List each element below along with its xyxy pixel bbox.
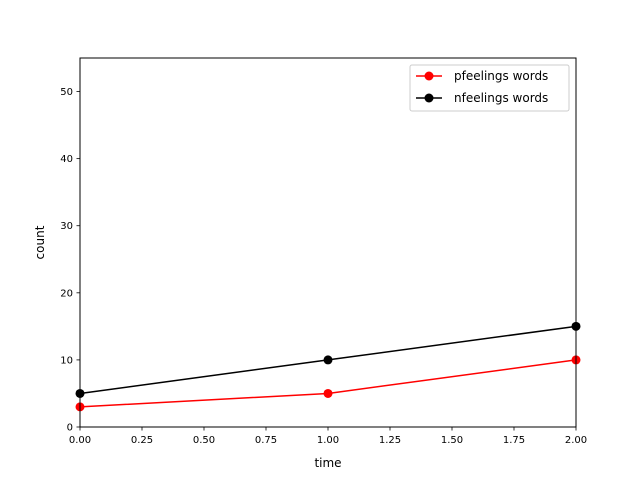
- legend-label-nfeelings: nfeelings words: [454, 91, 548, 105]
- x-tick-label: 1.50: [441, 435, 463, 446]
- x-tick-label: 1.00: [317, 435, 339, 446]
- x-tick-label: 0.75: [255, 435, 277, 446]
- legend-label-pfeelings: pfeelings words: [454, 69, 548, 83]
- y-tick-label: 40: [60, 154, 73, 165]
- x-tick-label: 0.25: [131, 435, 153, 446]
- data-point: [323, 355, 333, 365]
- legend-box: [409, 64, 570, 112]
- x-axis: 0.00 0.25 0.50 0.75 1.00 1.25 1.50 1.75 2.00: [69, 427, 587, 446]
- y-tick-label: 10: [60, 355, 73, 366]
- legend: pfeelings words nfeelings words: [409, 64, 570, 112]
- data-point: [323, 388, 333, 398]
- x-tick-label: 0.50: [193, 435, 215, 446]
- y-axis: 0 10 20 30 40 50: [60, 87, 80, 434]
- x-tick-label: 1.75: [503, 435, 525, 446]
- plot-area: [80, 58, 576, 427]
- x-tick-label: 1.25: [379, 435, 401, 446]
- x-tick-label: 2.00: [565, 435, 587, 446]
- x-tick-label: 0.00: [69, 435, 91, 446]
- y-tick-label: 50: [60, 87, 73, 98]
- y-tick-label: 30: [60, 221, 73, 232]
- legend-marker-pfeelings: [424, 71, 434, 81]
- legend-marker-nfeelings: [424, 93, 434, 103]
- x-axis-label: time: [314, 456, 341, 470]
- y-tick-label: 20: [60, 288, 73, 299]
- y-axis-label: count: [33, 225, 47, 259]
- y-tick-label: 0: [67, 423, 73, 434]
